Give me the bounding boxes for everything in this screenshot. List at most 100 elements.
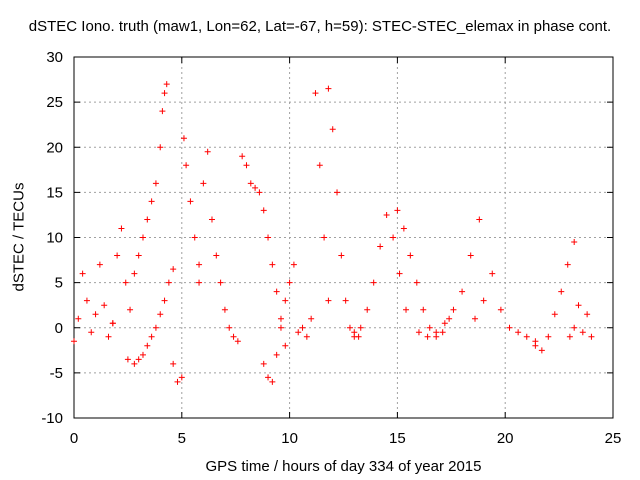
data-point xyxy=(148,333,155,340)
data-point xyxy=(338,252,345,259)
y-tick-label: 10 xyxy=(46,230,63,247)
data-point xyxy=(135,252,142,259)
data-point xyxy=(396,270,403,277)
data-point xyxy=(148,198,155,205)
data-point xyxy=(118,225,125,232)
data-point xyxy=(277,324,284,331)
data-point xyxy=(295,329,302,336)
data-point xyxy=(420,306,427,313)
data-point xyxy=(243,162,250,169)
data-point xyxy=(290,261,297,268)
data-point xyxy=(71,338,77,345)
data-point xyxy=(506,324,513,331)
data-point xyxy=(269,261,276,268)
data-point xyxy=(489,270,496,277)
data-point xyxy=(308,315,315,322)
data-point xyxy=(467,252,474,259)
data-point xyxy=(170,266,177,273)
data-point xyxy=(114,252,121,259)
data-point xyxy=(170,360,177,367)
data-point xyxy=(476,216,483,223)
data-point xyxy=(325,297,332,304)
data-point xyxy=(256,189,263,196)
data-point xyxy=(83,297,90,304)
data-point xyxy=(187,198,194,205)
data-point xyxy=(566,333,573,340)
data-point xyxy=(446,315,453,322)
data-point xyxy=(92,311,99,318)
data-point xyxy=(415,329,422,336)
y-tick-label: 25 xyxy=(46,94,63,111)
data-point xyxy=(260,207,267,214)
data-point xyxy=(144,216,151,223)
data-point xyxy=(579,329,586,336)
data-point xyxy=(538,347,545,354)
x-tick-label: 0 xyxy=(70,430,78,447)
data-point xyxy=(426,324,433,331)
data-point xyxy=(159,108,166,115)
data-point xyxy=(196,279,203,286)
x-tick-label: 20 xyxy=(497,430,514,447)
data-point xyxy=(234,338,241,345)
data-point xyxy=(127,306,134,313)
data-point xyxy=(269,378,276,385)
data-point xyxy=(131,360,138,367)
data-point xyxy=(75,315,82,322)
data-point xyxy=(497,306,504,313)
data-point xyxy=(403,306,410,313)
x-tick-label: 5 xyxy=(178,430,186,447)
data-point xyxy=(584,311,591,318)
data-point xyxy=(383,211,390,218)
data-point xyxy=(523,333,530,340)
data-point xyxy=(564,261,571,268)
data-point xyxy=(135,356,142,363)
x-tick-label: 10 xyxy=(281,430,298,447)
data-point xyxy=(96,261,103,268)
data-point xyxy=(163,81,170,88)
data-point xyxy=(321,234,328,241)
data-point xyxy=(196,261,203,268)
y-tick-label: -5 xyxy=(50,365,63,382)
data-point xyxy=(472,315,479,322)
data-point xyxy=(122,279,129,286)
y-tick-label: -10 xyxy=(41,410,63,427)
data-point xyxy=(351,333,358,340)
data-point xyxy=(252,184,259,191)
data-point xyxy=(183,162,190,169)
data-point xyxy=(342,297,349,304)
y-tick-label: 20 xyxy=(46,139,63,156)
data-point xyxy=(200,180,207,187)
data-point xyxy=(144,342,151,349)
data-point xyxy=(213,252,220,259)
data-point xyxy=(260,360,267,367)
data-point xyxy=(357,324,364,331)
data-point xyxy=(208,216,215,223)
data-point xyxy=(265,374,272,381)
data-point xyxy=(161,297,168,304)
data-point xyxy=(157,144,164,151)
data-point xyxy=(286,279,293,286)
data-point xyxy=(109,320,116,327)
data-point xyxy=(161,90,168,97)
data-point xyxy=(334,189,341,196)
data-point xyxy=(217,279,224,286)
data-point xyxy=(273,288,280,295)
data-point xyxy=(459,288,466,295)
data-point xyxy=(230,333,237,340)
data-point xyxy=(131,270,138,277)
data-point xyxy=(424,333,431,340)
data-point xyxy=(178,374,185,381)
data-point xyxy=(558,288,565,295)
data-point xyxy=(480,297,487,304)
data-point xyxy=(165,279,172,286)
data-point xyxy=(551,311,558,318)
data-point xyxy=(139,351,146,358)
data-point xyxy=(180,135,187,142)
data-point xyxy=(571,324,578,331)
data-point xyxy=(390,234,397,241)
data-point xyxy=(394,207,401,214)
x-axis-label: GPS time / hours of day 334 of year 2015 xyxy=(205,458,482,475)
data-point xyxy=(88,329,95,336)
y-axis-label: dSTEC / TECUs xyxy=(10,182,28,292)
